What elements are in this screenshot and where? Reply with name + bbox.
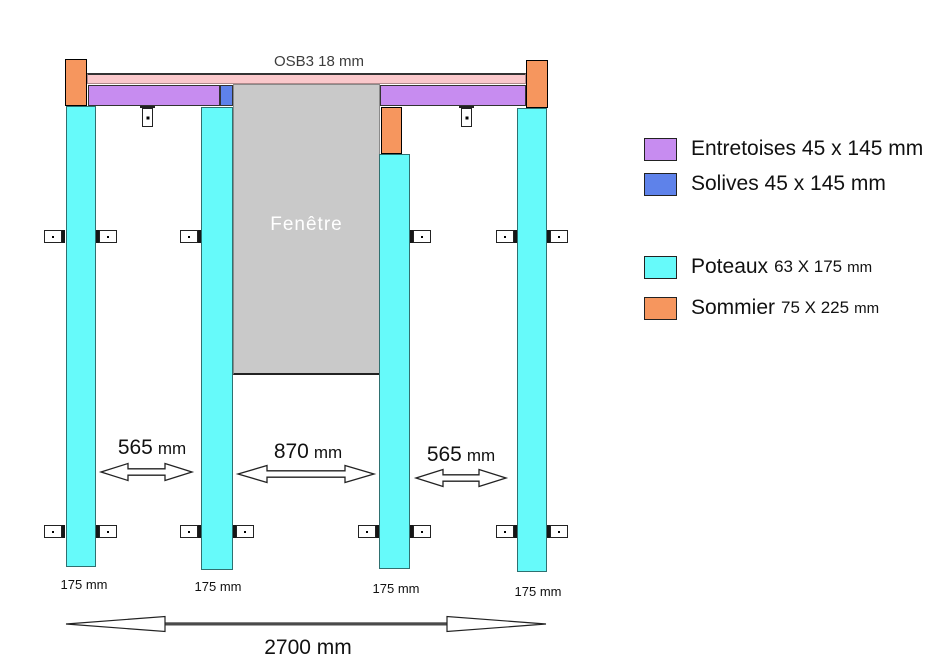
clip-icon (550, 525, 568, 538)
hanger-flange (459, 106, 474, 108)
post-4 (517, 108, 547, 572)
osb-panel-strip (87, 73, 526, 84)
clip-dot (244, 530, 246, 533)
legend-item-solives: Solives 45 x 145 mm (644, 172, 886, 196)
sommier-block-window-right (381, 107, 402, 154)
clip-icon (550, 230, 568, 243)
clip-icon (44, 525, 62, 538)
post-4-width-label: 175 mm (514, 584, 562, 599)
clip-icon (496, 525, 514, 538)
clip-dot (504, 530, 506, 533)
clip-flange (62, 525, 65, 538)
legend-item-entretoises: Entretoises 45 x 145 mm (644, 137, 923, 161)
double-arrow-icon (98, 462, 195, 482)
sommier-size: 75 X 225 (781, 298, 850, 317)
clip-dot (421, 235, 423, 238)
clip-icon (358, 525, 376, 538)
clip-icon (496, 230, 514, 243)
sommier-unit: mm (854, 299, 880, 317)
post-2-width-label: 175 mm (194, 579, 242, 594)
dim-left-bay: 565 mm (118, 436, 186, 460)
poteaux-swatch (644, 255, 677, 279)
clip-flange (233, 525, 236, 538)
clip-flange (547, 230, 550, 243)
clip-dot (504, 235, 506, 238)
clip-icon (236, 525, 254, 538)
solives-label: Solives 45 x 145 mm (691, 172, 886, 195)
sommier-swatch (644, 296, 677, 320)
clip-dot (52, 235, 54, 238)
dim-right-bay-unit: mm (466, 446, 496, 465)
clip-flange (410, 230, 413, 243)
window-opening: Fenêtre (233, 84, 380, 375)
clip-flange (62, 230, 65, 243)
post-3 (379, 154, 410, 569)
entretoises-label: Entretoises 45 x 145 mm (691, 137, 924, 160)
solives-swatch (644, 172, 677, 196)
sommier-block-top-right (526, 60, 548, 108)
clip-icon (180, 525, 198, 538)
clip-dot (558, 235, 560, 238)
dim-center-bay-value: 870 (273, 440, 309, 463)
clip-dot (188, 235, 190, 238)
clip-flange (547, 525, 550, 538)
clip-dot (558, 530, 560, 533)
clip-flange (96, 230, 99, 243)
hanger-icon (461, 108, 472, 127)
hanger-dot (465, 116, 468, 119)
hanger-dot (146, 116, 149, 119)
solive-stub (220, 85, 233, 106)
clip-dot (366, 530, 368, 533)
double-arrow-icon (413, 468, 509, 488)
entretoises-swatch (644, 137, 677, 161)
clip-dot (107, 530, 109, 533)
poteaux-label: Poteaux (691, 255, 769, 278)
dim-total-width: 2700 mm (264, 636, 352, 659)
double-arrow-icon (235, 464, 377, 484)
legend-item-sommier: Sommier 75 X 225 mm (644, 296, 879, 320)
clip-icon (413, 230, 431, 243)
post-1-width-label: 175 mm (60, 577, 108, 592)
legend-item-poteaux: Poteaux 63 X 175 mm (644, 255, 872, 279)
dim-left-bay-unit: mm (157, 439, 187, 458)
poteaux-unit: mm (847, 258, 873, 276)
dim-center-bay: 870 mm (274, 440, 342, 464)
clip-flange (96, 525, 99, 538)
clip-icon (44, 230, 62, 243)
sommier-block-top-left (65, 59, 87, 106)
entretoise-bar-right (380, 85, 526, 106)
clip-icon (180, 230, 198, 243)
dim-center-bay-unit: mm (313, 443, 343, 462)
post-2 (201, 107, 233, 570)
clip-icon (99, 230, 117, 243)
post-3-width-label: 175 mm (372, 581, 420, 596)
total-width-arrow-icon (65, 615, 547, 633)
hanger-flange (140, 106, 155, 108)
entretoise-bar-left (88, 85, 220, 106)
dim-right-bay-value: 565 (426, 443, 462, 466)
post-1 (66, 106, 96, 567)
osb-title: OSB3 18 mm (273, 53, 365, 70)
clip-dot (52, 530, 54, 533)
hanger-icon (142, 108, 153, 127)
clip-dot (421, 530, 423, 533)
clip-icon (99, 525, 117, 538)
window-label: Fenêtre (270, 214, 343, 235)
clip-icon (413, 525, 431, 538)
dim-right-bay: 565 mm (427, 443, 495, 467)
dim-left-bay-value: 565 (117, 436, 153, 459)
sommier-label: Sommier (691, 296, 776, 319)
clip-dot (107, 235, 109, 238)
clip-dot (188, 530, 190, 533)
clip-flange (410, 525, 413, 538)
poteaux-size: 63 X 175 (774, 257, 843, 276)
